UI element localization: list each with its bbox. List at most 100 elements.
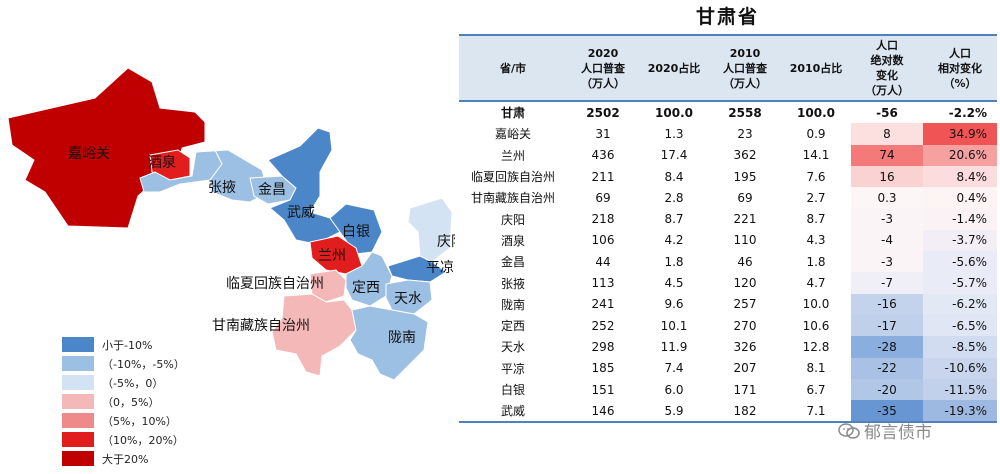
watermark-text: 郁言债市 <box>864 423 932 443</box>
table-cell-rel: -3.7% <box>923 229 997 252</box>
table-cell-rel: -6.2% <box>923 293 997 315</box>
table-cell-s2010: 8.1 <box>806 361 826 376</box>
table-row: 庆阳 218 8.7 221 8.7 -3 -1.4% <box>459 208 997 230</box>
table-cell-p2010: 120 <box>733 276 757 291</box>
table-cell-s2010: 100.0 <box>797 105 835 120</box>
table-cell-abs: -28 <box>851 336 923 358</box>
table-row: 白银 151 6.0 171 6.7 -20 -11.5% <box>459 378 997 401</box>
column-header-line: 相对变化 <box>938 61 982 75</box>
column-header-line: 人口普查 <box>581 61 625 75</box>
legend-swatch <box>62 337 94 352</box>
table-cell-p2010: 182 <box>709 400 781 424</box>
label-jiuquan: 酒泉 <box>148 154 176 171</box>
page-title: 甘肃省 <box>695 6 759 28</box>
table-cell-p2020: 241 <box>591 297 615 312</box>
table-cell-p2020: 44 <box>595 254 611 269</box>
table-cell-s2020: 2.8 <box>664 190 684 205</box>
region-qingyang <box>407 197 453 263</box>
table-cell-abs: -22 <box>851 357 923 379</box>
table-row: 天水 298 11.9 326 12.8 -28 -8.5% <box>459 336 997 358</box>
table-cell-s2020: 10.1 <box>660 318 688 333</box>
legend-swatch <box>62 451 94 466</box>
label-zhangye: 张掖 <box>208 180 236 196</box>
table-cell-p2020: 69 <box>595 190 611 205</box>
legend-label: 大于20% <box>102 452 149 466</box>
table-cell-rel: -19.3% <box>923 400 997 424</box>
label-linxia: 临夏回族自治州 <box>226 276 324 292</box>
column-header-line: 绝对数 <box>870 54 904 67</box>
table-cell-abs: -35 <box>851 400 923 424</box>
table-cell-rel: -11.5% <box>923 378 997 401</box>
label-gannan: 甘南藏族自治州 <box>212 318 310 334</box>
legend-label: （10%，20%） <box>102 433 184 447</box>
population-table: 省/市 2020 人口普查 （万人） 2020占比 2010 人口普查 （万人） 2010占比 人… <box>459 34 997 424</box>
table-cell-rel: -2.2% <box>923 101 997 124</box>
column-header-line: （万人） <box>581 76 625 90</box>
map-legend: 小于-10% （-10%，-5%） （-5%，0） （0，5%） （5%，10%… <box>62 335 212 468</box>
table-cell-name: 白银 <box>500 383 525 397</box>
table-cell-p2020: 218 <box>591 212 615 227</box>
table-cell-name: 武威 <box>459 400 567 424</box>
table-cell-rel: -8.5% <box>923 336 997 358</box>
region-longnan <box>349 305 429 381</box>
table-cell-s2010: 7.6 <box>806 169 826 184</box>
choropleth-map: 嘉峪关 酒泉 张掖 金昌 武威 白银 兰州 庆阳 平凉 临夏回族自治州 定西 天… <box>0 0 455 474</box>
table-cell-s2020: 7.4 <box>664 361 684 376</box>
table-cell-s2020: 8.4 <box>664 169 684 184</box>
region-gannan <box>271 293 357 377</box>
label-tianshui: 天水 <box>394 291 422 307</box>
table-cell-name: 甘肃 <box>500 106 525 121</box>
column-header: 2010 人口普查 （万人） <box>709 34 781 102</box>
table-row: 嘉峪关 31 1.3 23 0.9 8 34.9% <box>459 123 997 145</box>
legend-label: （-5%，0） <box>102 376 164 390</box>
table-cell-abs: -20 <box>851 378 923 401</box>
table-cell-name: 甘南藏族自治州 <box>470 191 555 206</box>
column-header-line: （%） <box>943 76 977 90</box>
legend-item: 大于20% <box>62 449 212 468</box>
table-cell-abs: 0.3 <box>851 187 923 209</box>
table-cell-rel: -5.7% <box>923 272 997 294</box>
table-cell-s2010: 10.0 <box>802 297 830 312</box>
label-lanzhou: 兰州 <box>318 248 346 264</box>
table-cell-s2010: 10.6 <box>802 318 830 333</box>
table-body: 甘肃 2502 100.0 2558 100.0 -56 -2.2% 嘉峪关 31 1.3 23 0.… <box>459 101 997 424</box>
table-cell-s2020: 4.5 <box>664 276 684 291</box>
table-cell-p2010: 207 <box>733 361 757 376</box>
table-cell-s2020: 1.8 <box>664 254 684 269</box>
table-cell-s2010: 1.8 <box>806 254 826 269</box>
legend-label: 小于-10% <box>102 338 153 352</box>
column-header: 2020 人口普查 （万人） <box>567 34 639 102</box>
label-jiayuguan: 嘉峪关 <box>68 146 110 162</box>
label-dingxi: 定西 <box>352 280 380 296</box>
column-header-line: 省/市 <box>499 61 527 75</box>
table-cell-p2010: 362 <box>733 148 757 163</box>
column-header-line: 2010占比 <box>789 61 843 75</box>
column-header: 2020占比 <box>639 34 709 102</box>
table-cell-p2020: 211 <box>591 169 615 184</box>
table-cell-name: 庆阳 <box>500 212 525 227</box>
legend-swatch <box>62 394 94 409</box>
table-cell-s2010: 4.3 <box>806 233 826 248</box>
legend-item: （-10%，-5%） <box>62 354 212 373</box>
column-header-line: 人口 <box>949 46 971 60</box>
label-jinchang: 金昌 <box>258 182 286 198</box>
legend-item: （0，5%） <box>62 392 212 411</box>
table-row: 平凉 185 7.4 207 8.1 -22 -10.6% <box>459 357 997 379</box>
label-qingyang: 庆阳 <box>437 234 455 250</box>
table-cell-name: 天水 <box>500 340 525 355</box>
table-row: 定西 252 10.1 270 10.6 -17 -6.5% <box>459 314 997 337</box>
table-header-row: 省/市 2020 人口普查 （万人） 2020占比 2010 人口普查 （万人） 2010占比 人… <box>459 34 997 102</box>
label-wuwei: 武威 <box>287 205 315 221</box>
table-cell-rel: -5.6% <box>923 251 997 273</box>
table-row: 甘肃 2502 100.0 2558 100.0 -56 -2.2% <box>459 101 997 124</box>
table-row: 武威 146 5.9 182 7.1 -35 -19.3% <box>459 400 997 424</box>
legend-swatch <box>62 432 94 447</box>
table-cell-name: 兰州 <box>500 148 525 163</box>
table-row: 甘南藏族自治州 69 2.8 69 2.7 0.3 0.4% <box>459 187 997 209</box>
table-cell-s2010: 4.7 <box>806 276 826 291</box>
legend-item: （10%，20%） <box>62 430 212 449</box>
table-cell-abs: -17 <box>851 314 923 337</box>
table-cell-abs: -16 <box>851 293 923 315</box>
region-pingliang <box>387 255 447 283</box>
legend-label: （5%，10%） <box>102 414 177 428</box>
